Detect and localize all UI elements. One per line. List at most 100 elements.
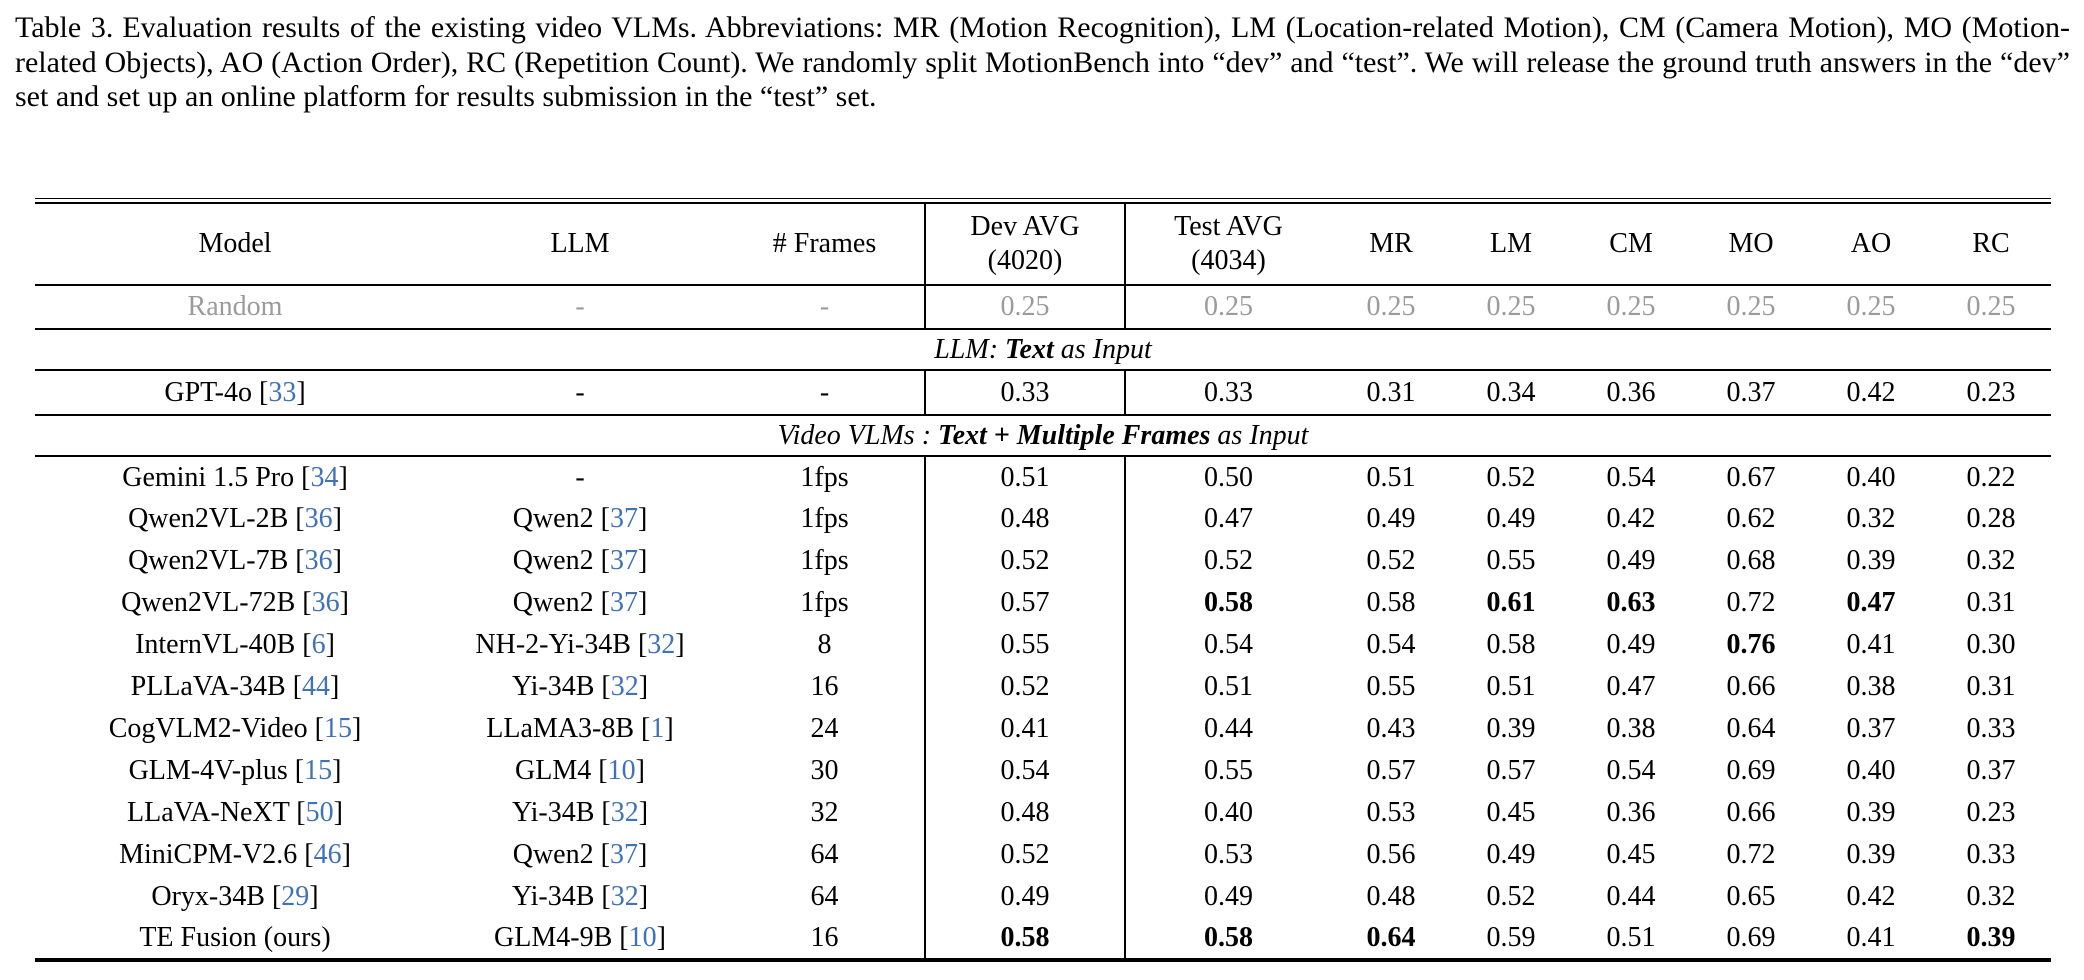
value-cell-cm: 0.47 bbox=[1571, 666, 1691, 708]
citation-link[interactable]: 29 bbox=[281, 881, 310, 912]
value-text: 0.36 bbox=[1606, 797, 1656, 828]
llm-cell: - bbox=[435, 370, 725, 415]
section-strong: Text + Multiple Frames bbox=[938, 419, 1211, 451]
value-text: 0.54 bbox=[1000, 755, 1050, 786]
table-row: Gemini 1.5 Pro [34] - 1fps 0.51 0.50 0.51 0.52… bbox=[35, 456, 2051, 498]
frames-cell: 1fps bbox=[725, 540, 926, 582]
citation-link[interactable]: 32 bbox=[610, 881, 639, 912]
citation-link[interactable]: 34 bbox=[310, 461, 339, 493]
value-text: 0.37 bbox=[1966, 755, 2016, 786]
citation-link[interactable]: 37 bbox=[609, 503, 638, 534]
value-text: 0.49 bbox=[1204, 881, 1253, 912]
model-cell: LLaVA-NeXT [50] bbox=[127, 797, 343, 828]
col-header-cm: CM bbox=[1609, 228, 1653, 259]
value-text: 0.58 bbox=[1486, 629, 1536, 660]
value-cell-test-avg: 0.52 bbox=[1125, 540, 1331, 582]
citation-link[interactable]: 46 bbox=[313, 839, 342, 870]
value-text: 0.37 bbox=[1726, 376, 1776, 408]
section-prefix: Video VLMs : bbox=[777, 419, 939, 451]
citation-link[interactable]: 10 bbox=[607, 755, 636, 786]
value-cell-cm: 0.45 bbox=[1571, 834, 1691, 876]
value-text: 0.55 bbox=[1204, 755, 1253, 786]
citation-link[interactable]: 36 bbox=[304, 545, 333, 576]
value-cell-rc: 0.33 bbox=[1931, 708, 2051, 750]
value-cell-dev-avg: 0.25 bbox=[925, 285, 1126, 329]
citation-link[interactable]: 36 bbox=[304, 503, 333, 534]
value-text: 0.55 bbox=[1486, 545, 1536, 576]
value-cell-lm: 0.61 bbox=[1451, 582, 1571, 624]
citation-link[interactable]: 1 bbox=[650, 713, 665, 744]
value-text: 0.53 bbox=[1366, 797, 1416, 828]
value-cell-test-avg: 0.40 bbox=[1125, 792, 1331, 834]
value-text: 0.45 bbox=[1486, 797, 1536, 828]
value-cell-cm: 0.42 bbox=[1571, 498, 1691, 540]
model-cell: TE Fusion (ours) bbox=[35, 918, 435, 960]
citation-link[interactable]: 33 bbox=[268, 376, 297, 408]
value-text: 0.25 bbox=[1000, 291, 1050, 322]
value-text: 0.43 bbox=[1366, 713, 1416, 744]
frames-cell: - bbox=[725, 285, 926, 329]
citation-link[interactable]: 37 bbox=[609, 545, 638, 576]
section-strong: Text bbox=[1005, 333, 1054, 365]
value-text: 0.49 bbox=[1606, 629, 1656, 660]
model-cell-text: Random bbox=[187, 291, 283, 322]
citation-link[interactable]: 15 bbox=[323, 713, 352, 744]
llm-cell-text: LLaMA3-8B bbox=[486, 713, 635, 744]
value-cell-ao: 0.37 bbox=[1811, 708, 1931, 750]
table-row: Qwen2VL-72B [36] Qwen2 [37] 1fps 0.57 0.58 0.… bbox=[35, 582, 2051, 624]
llm-cell: Yi-34B [32] bbox=[511, 797, 649, 828]
citation-link[interactable]: 36 bbox=[311, 587, 340, 618]
col-header-sub: (4034) bbox=[1191, 245, 1266, 276]
value-cell-test-avg: 0.33 bbox=[1125, 370, 1331, 415]
value-cell-rc: 0.32 bbox=[1931, 876, 2051, 918]
citation-link[interactable]: 32 bbox=[647, 629, 676, 660]
value-text: 0.56 bbox=[1366, 839, 1416, 870]
llm-cell-text: Qwen2 bbox=[512, 839, 594, 870]
model-cell-text: MiniCPM-V2.6 bbox=[119, 839, 298, 870]
frames-cell: 32 bbox=[725, 792, 926, 834]
value-text: 0.38 bbox=[1606, 713, 1656, 744]
frames-cell: 16 bbox=[725, 918, 926, 960]
value-cell-test-avg: 0.50 bbox=[1125, 456, 1331, 498]
llm-cell-text: GLM4-9B bbox=[494, 922, 613, 953]
value-text: 0.54 bbox=[1606, 461, 1656, 493]
value-cell-lm: 0.52 bbox=[1451, 876, 1571, 918]
value-text: 0.54 bbox=[1366, 629, 1416, 660]
citation-link[interactable]: 44 bbox=[302, 671, 331, 702]
value-text: 0.66 bbox=[1726, 671, 1776, 702]
citation-link[interactable]: 32 bbox=[610, 671, 639, 702]
citation-link[interactable]: 15 bbox=[304, 755, 333, 786]
citation-link[interactable]: 6 bbox=[311, 629, 326, 660]
section-row: LLM: Text as Input bbox=[35, 329, 2051, 370]
value-text: 0.51 bbox=[1000, 461, 1050, 493]
value-text: 0.40 bbox=[1846, 755, 1896, 786]
value-cell-mo: 0.65 bbox=[1691, 876, 1811, 918]
citation-link[interactable]: 37 bbox=[609, 839, 638, 870]
value-text: 0.42 bbox=[1606, 503, 1656, 534]
table-row: MiniCPM-V2.6 [46] Qwen2 [37] 64 0.52 0.53 0.5… bbox=[35, 834, 2051, 876]
col-header-frames: # Frames bbox=[725, 203, 926, 285]
value-cell-cm: 0.36 bbox=[1571, 792, 1691, 834]
value-cell-mr: 0.31 bbox=[1331, 370, 1451, 415]
citation-link[interactable]: 50 bbox=[305, 797, 334, 828]
frames-cell: 64 bbox=[725, 876, 926, 918]
value-cell-rc: 0.32 bbox=[1931, 540, 2051, 582]
col-header-ao: AO bbox=[1850, 228, 1892, 259]
value-cell-mo: 0.68 bbox=[1691, 540, 1811, 582]
model-cell-text: InternVL-40B bbox=[135, 629, 296, 660]
value-cell-ao: 0.39 bbox=[1811, 540, 1931, 582]
results-table: Model LLM # Frames Dev AVG (4020) Test AVG (40… bbox=[35, 202, 2051, 962]
citation-link[interactable]: 37 bbox=[609, 587, 638, 618]
value-cell-cm: 0.44 bbox=[1571, 876, 1691, 918]
value-cell-mr: 0.49 bbox=[1331, 498, 1451, 540]
citation-link[interactable]: 10 bbox=[628, 922, 657, 953]
value-cell-lm: 0.49 bbox=[1451, 498, 1571, 540]
value-cell-ao: 0.25 bbox=[1811, 285, 1931, 329]
citation-link[interactable]: 32 bbox=[610, 797, 639, 828]
value-cell-ao: 0.39 bbox=[1811, 792, 1931, 834]
value-cell-ao: 0.40 bbox=[1811, 750, 1931, 792]
llm-cell-text: NH-2-Yi-34B bbox=[475, 629, 631, 660]
value-text: 0.58 bbox=[1366, 587, 1416, 618]
value-cell-rc: 0.33 bbox=[1931, 834, 2051, 876]
value-text: 0.58 bbox=[1204, 922, 1253, 953]
